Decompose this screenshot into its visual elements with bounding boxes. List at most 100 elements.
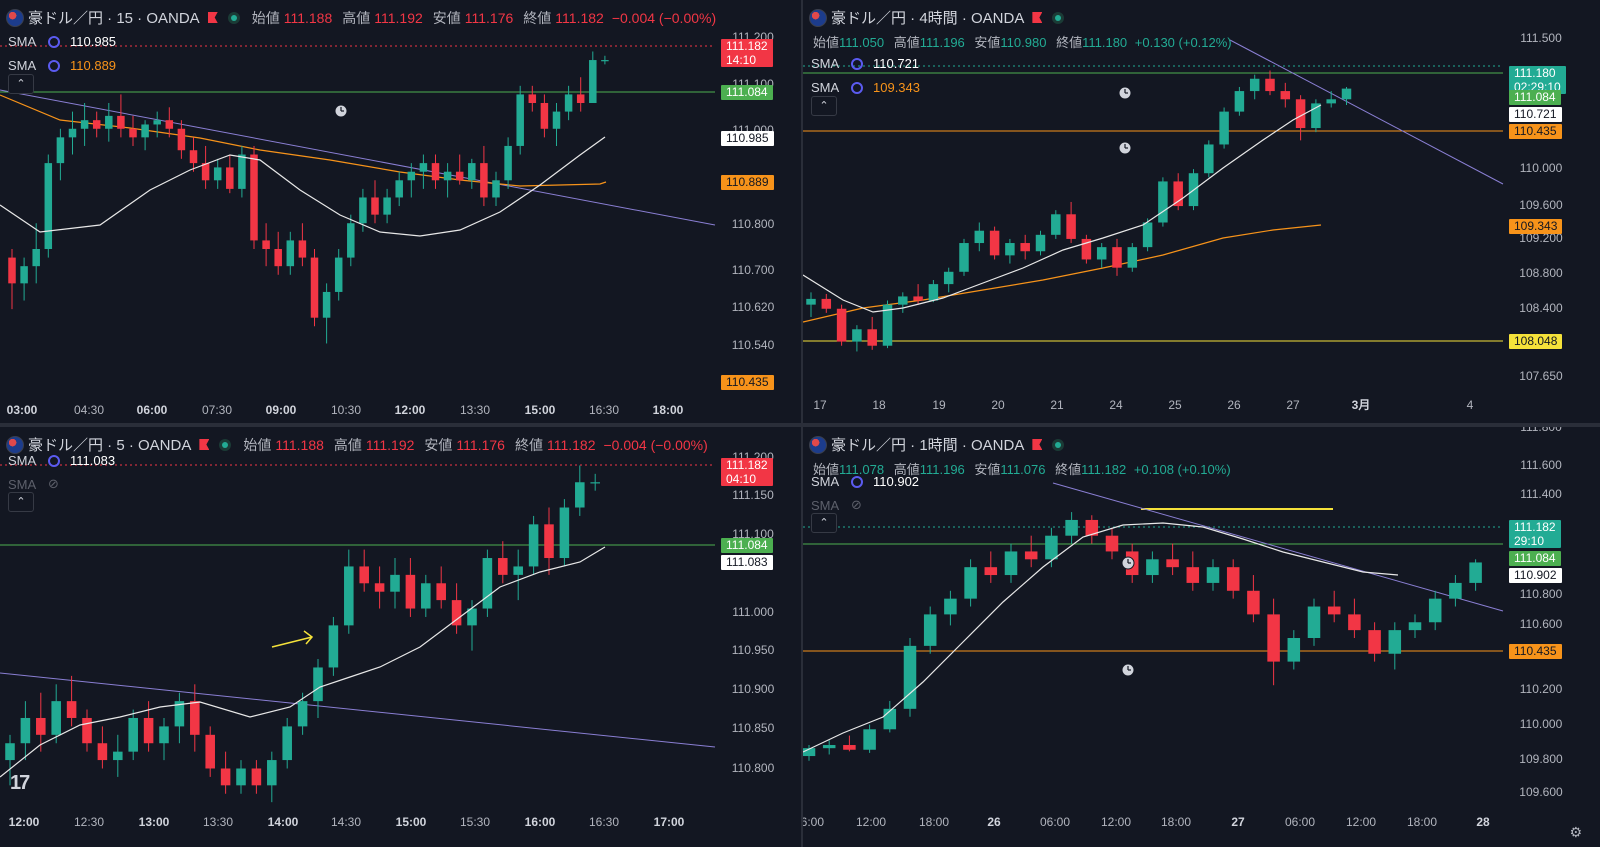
alarm-clock-icon[interactable] xyxy=(1118,86,1132,100)
sma-legend-row[interactable]: SMA 110.902 xyxy=(811,474,919,489)
candle[interactable] xyxy=(1287,630,1301,670)
candle[interactable] xyxy=(1234,86,1245,116)
candle[interactable] xyxy=(1226,559,1240,599)
chart-svg[interactable]: 111.800 111.600 111.400 110.800 110.600 110.2… xyxy=(803,427,1600,847)
candle[interactable] xyxy=(575,465,585,516)
candle[interactable] xyxy=(251,760,262,794)
alarm-clock-icon[interactable] xyxy=(1118,141,1132,155)
symbol-header[interactable]: 豪ドル／円 · 5 · OANDA 始値 111.188 高値 111.192 安値… xyxy=(6,434,712,455)
price-tag[interactable]: 111.182 04:10 xyxy=(721,458,773,486)
candle[interactable] xyxy=(419,154,428,189)
candle[interactable] xyxy=(836,304,847,346)
candle[interactable] xyxy=(564,85,573,121)
candle[interactable] xyxy=(944,590,957,626)
candle[interactable] xyxy=(407,163,416,198)
candle[interactable] xyxy=(504,137,512,189)
arrow-annotation[interactable] xyxy=(271,636,313,648)
candle[interactable] xyxy=(1112,238,1122,276)
candle[interactable] xyxy=(56,128,65,181)
candle[interactable] xyxy=(282,717,292,769)
price-tag[interactable]: 111.084 xyxy=(721,538,773,553)
sma-settings-icon[interactable] xyxy=(851,81,863,94)
candle[interactable] xyxy=(205,726,215,777)
sma-white-line[interactable] xyxy=(803,522,1399,753)
symbol-title[interactable]: 豪ドル／円 · 5 · OANDA xyxy=(28,437,192,454)
candle[interactable] xyxy=(177,120,186,159)
alarm-clock-icon[interactable] xyxy=(1121,663,1135,677)
price-tag[interactable]: 110.889 xyxy=(721,175,774,190)
symbol-title[interactable]: 豪ドル／円 · 15 · OANDA xyxy=(28,10,200,27)
candle[interactable] xyxy=(1096,243,1107,268)
candle[interactable] xyxy=(8,249,16,310)
candle[interactable] xyxy=(984,551,998,583)
candle[interactable] xyxy=(1449,575,1462,607)
candle[interactable] xyxy=(943,267,954,293)
candle[interactable] xyxy=(286,231,295,275)
candle[interactable] xyxy=(882,300,893,349)
candle[interactable] xyxy=(806,292,816,317)
hidden-eye-icon[interactable]: ⊘ xyxy=(851,497,862,512)
pane-divider-horizontal[interactable] xyxy=(0,423,1600,427)
candle[interactable] xyxy=(421,574,431,617)
candle[interactable] xyxy=(1267,598,1280,686)
sma-legend-row[interactable]: SMA ⊘ xyxy=(811,497,872,513)
candle[interactable] xyxy=(590,473,600,491)
flag-marker-icon[interactable] xyxy=(1032,439,1043,450)
candle[interactable] xyxy=(395,171,403,207)
candle[interactable] xyxy=(1206,559,1220,591)
candle[interactable] xyxy=(1388,622,1402,670)
candle[interactable] xyxy=(589,51,597,103)
price-tag[interactable]: 111.180 02:29:10 xyxy=(1509,66,1566,94)
candle[interactable] xyxy=(1368,622,1381,662)
candle[interactable] xyxy=(250,145,258,249)
candle[interactable] xyxy=(66,675,77,727)
candle[interactable] xyxy=(1295,95,1306,141)
candle[interactable] xyxy=(68,111,77,155)
candle[interactable] xyxy=(347,214,355,267)
candle[interactable] xyxy=(498,541,508,584)
gear-icon[interactable]: ⚙ xyxy=(1569,824,1582,840)
sma-legend-row[interactable]: SMA 111.083 xyxy=(8,453,115,468)
price-tag[interactable]: 110.985 xyxy=(721,131,774,146)
candle[interactable] xyxy=(1307,598,1321,646)
trend-line[interactable] xyxy=(0,672,716,748)
candle[interactable] xyxy=(238,145,246,198)
flag-marker-icon[interactable] xyxy=(199,439,210,450)
candle[interactable] xyxy=(898,292,908,313)
candle[interactable] xyxy=(371,180,379,224)
sma-white-line[interactable] xyxy=(0,136,606,237)
candle[interactable] xyxy=(334,249,343,301)
sma-legend-row[interactable]: SMA 110.985 xyxy=(8,34,116,49)
price-tag[interactable]: 110.902 xyxy=(1509,568,1562,583)
candle[interactable] xyxy=(1247,575,1260,623)
candle[interactable] xyxy=(431,154,440,189)
candle[interactable] xyxy=(1186,551,1200,591)
candle[interactable] xyxy=(32,223,40,284)
candle[interactable] xyxy=(213,158,222,189)
candle[interactable] xyxy=(559,499,570,567)
chart-pane-1h[interactable]: 111.800 111.600 111.400 110.800 110.600 110.2… xyxy=(803,427,1600,847)
chart-pane-5min[interactable]: 111.200 111.150 111.100 111.000 110.950 110.9… xyxy=(0,427,801,847)
sma-settings-icon[interactable] xyxy=(851,475,863,488)
candle[interactable] xyxy=(455,154,464,185)
candle[interactable] xyxy=(867,316,877,350)
candle[interactable] xyxy=(1158,177,1168,227)
candle[interactable] xyxy=(1173,173,1183,211)
candle[interactable] xyxy=(374,566,385,609)
candle[interactable] xyxy=(443,163,452,198)
candle[interactable] xyxy=(1469,559,1482,591)
candle[interactable] xyxy=(903,638,917,717)
candle[interactable] xyxy=(1085,515,1099,544)
candle[interactable] xyxy=(436,566,446,609)
sma-settings-icon[interactable] xyxy=(851,57,863,70)
chart-svg[interactable]: 111.500 110.000 109.600 109.200 108.800 108.4… xyxy=(803,0,1600,423)
candle[interactable] xyxy=(601,55,609,65)
symbol-header[interactable]: 豪ドル／円 · 15 · OANDA 始値 111.188 高値 111.192 安… xyxy=(6,7,720,28)
candle[interactable] xyxy=(1035,230,1046,256)
candle[interactable] xyxy=(913,284,923,305)
candle[interactable] xyxy=(852,325,862,352)
candle[interactable] xyxy=(129,115,137,146)
price-tag[interactable]: 111.084 xyxy=(1509,551,1561,566)
price-tag[interactable]: 111.084 xyxy=(721,85,773,100)
trend-line[interactable] xyxy=(1052,482,1504,612)
